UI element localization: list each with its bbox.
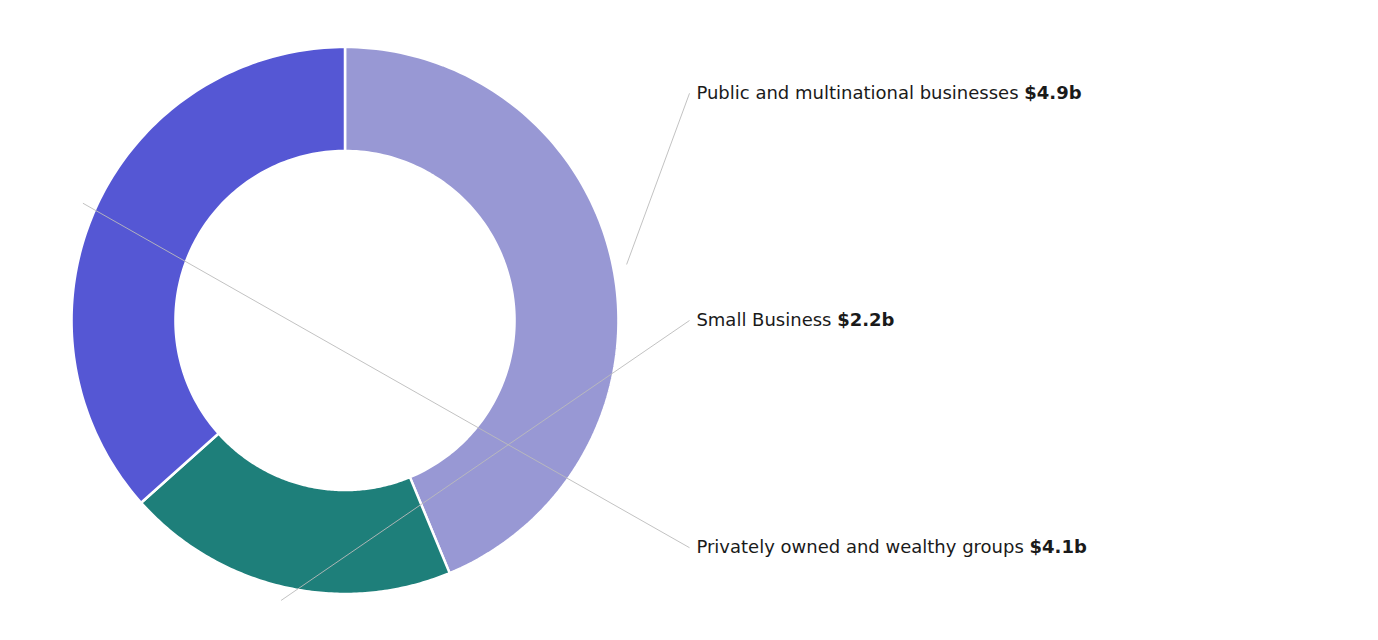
svg-text:$2.2b: $2.2b	[837, 309, 894, 330]
svg-text:Public and multinational busin: Public and multinational businesses	[696, 82, 1018, 103]
svg-text:$4.1b: $4.1b	[1030, 536, 1087, 557]
svg-text:Small Business: Small Business	[696, 309, 831, 330]
svg-text:$4.9b: $4.9b	[1024, 82, 1081, 103]
svg-text:Privately owned and wealthy gr: Privately owned and wealthy groups	[696, 536, 1023, 557]
